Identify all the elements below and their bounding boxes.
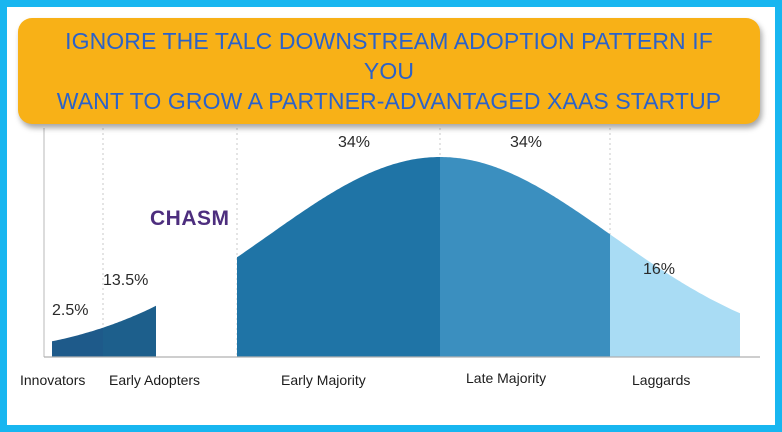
percent-late-majority: 34% [510, 134, 543, 151]
label-innovators: Innovators [20, 372, 86, 388]
percent-early-adopters: 13.5% [103, 272, 149, 289]
title-banner: IGNORE THE TALC DOWNSTREAM ADOPTION PATT… [18, 18, 760, 124]
percent-laggards: 16% [643, 261, 676, 278]
chasm-label: CHASM [150, 207, 230, 230]
label-laggards: Laggards [632, 372, 691, 388]
segment-early-majority [237, 157, 440, 357]
segment-late-majority [440, 157, 610, 357]
segment-laggards [610, 234, 740, 357]
percent-innovators: 2.5% [52, 302, 89, 319]
label-early-adopters: Early Adopters [109, 372, 201, 388]
label-late-majority: Late Majority [466, 370, 547, 386]
segment-innovators [52, 327, 103, 357]
label-early-majority: Early Majority [281, 372, 366, 388]
banner-title: IGNORE THE TALC DOWNSTREAM ADOPTION PATT… [56, 28, 722, 114]
segment-early-adopters [103, 305, 156, 357]
percent-early-majority: 34% [338, 134, 371, 151]
